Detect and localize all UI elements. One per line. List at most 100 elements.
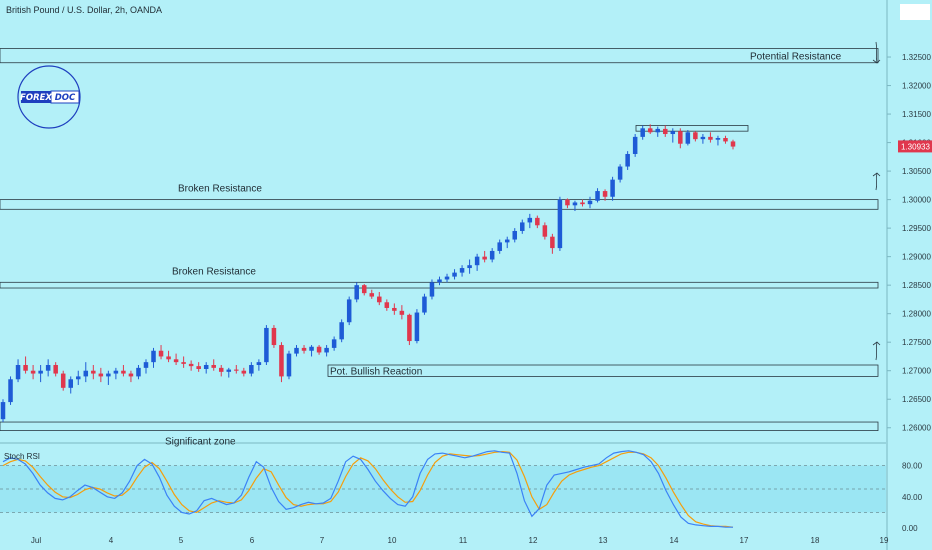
candle-body: [286, 353, 292, 377]
arrow-head: [872, 59, 881, 64]
candle-body: [60, 373, 66, 388]
candle-body: [68, 379, 73, 388]
zone-label: Potential Resistance: [750, 52, 842, 63]
candle-body: [91, 370, 96, 374]
candle-body: [301, 347, 307, 351]
candle-body: [121, 370, 126, 374]
candle-body: [429, 282, 435, 297]
candle-body: [324, 347, 329, 353]
candle-body: [647, 128, 653, 133]
candle-body: [256, 362, 262, 366]
stoch-y-tick-label: 80.00: [902, 462, 923, 471]
x-tick-label: 4: [109, 536, 114, 545]
candle-body: [339, 322, 344, 340]
candle-body: [346, 299, 352, 323]
candle-body: [83, 370, 89, 377]
candle-body: [640, 128, 645, 137]
candle-body: [497, 242, 502, 251]
zone-box: [0, 199, 879, 210]
candle-body: [602, 191, 608, 197]
stoch-y-tick-label: 0.00: [902, 524, 918, 533]
candle-body: [407, 314, 412, 342]
candle-body: [128, 373, 134, 377]
arrows-layer: [872, 41, 881, 361]
stoch-rsi-lines: [2, 450, 734, 528]
x-tick-label: 6: [250, 536, 255, 545]
x-tick-label: 11: [459, 536, 468, 545]
candle-body: [392, 307, 397, 311]
y-tick-label: 1.29000: [902, 253, 931, 262]
candle-body: [241, 370, 247, 374]
y-tick-label: 1.30000: [902, 196, 931, 205]
candle-body: [98, 373, 104, 377]
chart-title: British Pound / U.S. Dollar, 2h, OANDA: [6, 5, 162, 15]
arrow-head: [872, 341, 881, 346]
stoch-k-line: [2, 450, 733, 528]
zones-layer: Potential Resistance Broken Resistance Bro…: [0, 48, 879, 448]
candle-body: [482, 256, 487, 260]
time-axis: Jul 4 5 6 7 10 11 12 13 14 17 18 19: [31, 536, 889, 545]
stoch-rsi-label: Stoch RSI: [4, 452, 40, 461]
stoch-d-line: [2, 450, 734, 528]
candle-body: [535, 217, 540, 226]
candle-body: [294, 347, 299, 354]
candle-body: [384, 302, 390, 308]
candle-body: [309, 346, 314, 351]
zone-box: [0, 48, 879, 64]
last-price-label: 1.30933: [901, 142, 930, 151]
candle-body: [550, 236, 555, 249]
candle-body: [527, 217, 533, 223]
candle-body: [188, 363, 194, 367]
candle-body: [151, 350, 156, 363]
y-tick-label: 1.32000: [902, 82, 931, 91]
y-tick-label: 1.30500: [902, 167, 931, 176]
candle-body: [143, 362, 149, 368]
candle-body: [196, 366, 201, 369]
x-tick-label: 18: [811, 536, 820, 545]
candle-body: [316, 346, 322, 353]
y-tick-label: 1.32500: [902, 53, 931, 62]
candle-body: [136, 367, 141, 377]
candle-body: [234, 369, 239, 371]
y-tick-label: 1.26500: [902, 395, 931, 404]
svg-text:FOREX: FOREX: [20, 93, 52, 103]
candle-body: [279, 345, 284, 377]
x-tick-label: 14: [670, 536, 679, 545]
candle-body: [610, 179, 615, 197]
x-tick-label: 19: [880, 536, 889, 545]
x-tick-label: Jul: [31, 536, 41, 545]
candle-body: [23, 365, 28, 371]
candle-body: [354, 285, 359, 300]
zone-label: Significant zone: [165, 437, 236, 448]
candle-body: [399, 310, 405, 315]
candle-body: [361, 285, 367, 294]
x-tick-label: 13: [599, 536, 608, 545]
candle-body: [15, 365, 21, 380]
candle-body: [678, 131, 683, 144]
candle-body: [226, 369, 232, 372]
y-tick-label: 1.27000: [902, 367, 931, 376]
svg-text:DOC: DOC: [55, 93, 76, 103]
candle-body: [38, 370, 43, 374]
y-tick-label: 1.28500: [902, 281, 931, 290]
candle-body: [8, 379, 13, 403]
candle-body: [693, 132, 698, 140]
candle-body: [30, 370, 36, 374]
price-plot-area: [0, 0, 886, 442]
y-tick-label: 1.28000: [902, 310, 931, 319]
candle-body: [708, 136, 713, 140]
arrow-line: [875, 41, 878, 64]
candle-body: [166, 356, 171, 360]
zone-label: Pot. Bullish Reaction: [330, 367, 422, 378]
candle-body: [489, 250, 495, 260]
x-tick-label: 12: [529, 536, 538, 545]
candle-body: [723, 138, 728, 142]
candle-body: [106, 373, 111, 377]
zone-box: [327, 364, 879, 377]
candle-body: [249, 365, 254, 374]
candle-body: [181, 362, 186, 364]
candle-body: [218, 367, 224, 372]
y-tick-label: 1.27500: [902, 338, 931, 347]
candle-body: [617, 166, 623, 180]
